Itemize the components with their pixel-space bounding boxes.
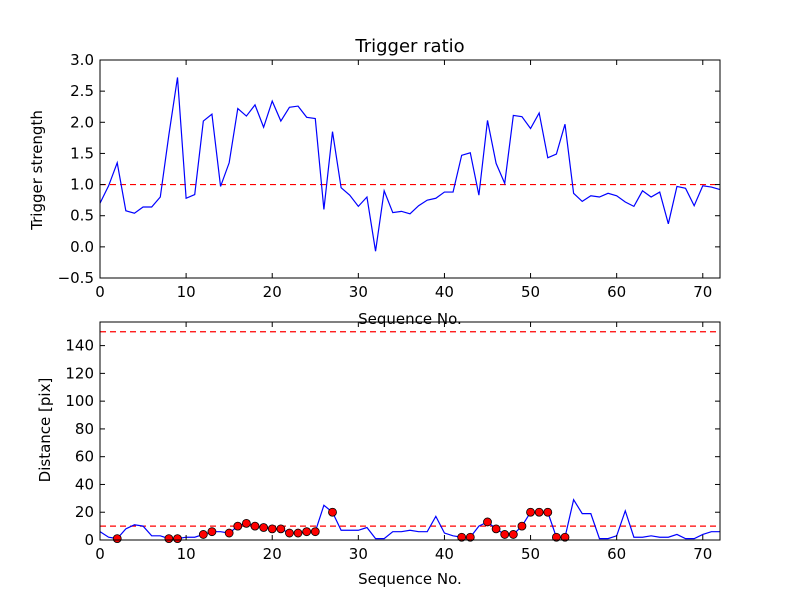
trigger-ratio-y-tick-label: 3.0 xyxy=(70,51,94,69)
trigger-ratio-x-tick-label: 0 xyxy=(95,283,105,301)
trigger-ratio-y-tick-label: −0.5 xyxy=(58,269,94,287)
trigger-ratio-x-tick-label: 30 xyxy=(349,283,368,301)
distance-marker-point xyxy=(328,507,337,517)
trigger-ratio-y-tick-label: 1.0 xyxy=(70,176,94,194)
trigger-ratio-y-tick-label: 2.0 xyxy=(70,113,94,131)
distance-marker-point xyxy=(517,521,527,531)
distance-marker-point xyxy=(224,528,234,538)
distance-marker-point xyxy=(112,534,122,544)
trigger-ratio-x-tick-label: 50 xyxy=(521,283,540,301)
trigger-ratio-plot-area: 0 10 20 30 40 50 60 70 −0.5 0.0 0.5 1.0 1.5 2.0 2.5 3.0 xyxy=(58,51,721,301)
trigger-ratio-axes-frame xyxy=(99,59,721,279)
distance-y-tick-label: 0 xyxy=(84,531,94,549)
trigger-ratio-title: Trigger ratio xyxy=(354,36,464,57)
distance-marker-point xyxy=(267,524,277,534)
distance-axes-frame xyxy=(99,321,721,541)
distance-marker-point xyxy=(173,534,182,544)
trigger-ratio-x-axis-label: Sequence No. xyxy=(358,310,462,328)
trigger-ratio-y-tick-label: 0.0 xyxy=(70,238,94,256)
distance-y-tick-label: 100 xyxy=(65,392,94,410)
distance-marker-point xyxy=(465,532,475,542)
distance-marker-point xyxy=(457,532,467,542)
distance-marker-point xyxy=(241,518,251,528)
trigger-ratio-x-tick-label: 70 xyxy=(693,283,712,301)
distance-marker-point xyxy=(551,532,561,542)
distance-x-tick-label: 0 xyxy=(95,545,105,563)
distance-y-axis-label: Distance [pix] xyxy=(36,378,54,483)
distance-y-tick-label: 80 xyxy=(75,420,94,438)
trigger-ratio-x-tick-label: 10 xyxy=(177,283,196,301)
trigger-ratio-y-tick-label: 2.5 xyxy=(70,82,94,100)
distance-marker-point xyxy=(534,507,544,517)
distance-x-tick-label: 30 xyxy=(349,545,368,563)
distance-y-tick-label: 120 xyxy=(65,364,94,382)
distance-marker-point xyxy=(164,534,174,544)
distance-marker-point xyxy=(310,527,320,537)
trigger-ratio-y-tick-label: 1.5 xyxy=(70,144,94,162)
trigger-ratio-x-tick-label: 60 xyxy=(607,283,626,301)
distance-marker-point xyxy=(250,521,260,531)
distance-x-tick-label: 70 xyxy=(693,545,712,563)
distance-marker-point xyxy=(560,532,570,542)
distance-marker-point xyxy=(483,517,492,527)
distance-x-tick-label: 60 xyxy=(607,545,626,563)
distance-x-tick-label: 40 xyxy=(435,545,454,563)
distance-marker-point xyxy=(526,507,535,517)
distance-marker-point xyxy=(233,521,243,531)
distance-y-tick-label: 140 xyxy=(65,337,94,355)
distance-x-axis-label: Sequence No. xyxy=(358,570,462,588)
trigger-ratio-y-axis-label: Trigger strength xyxy=(28,110,46,231)
trigger-ratio-y-tick-label: 0.5 xyxy=(70,207,94,225)
distance-series-line xyxy=(99,498,720,540)
distance-x-tick-label: 20 xyxy=(263,545,282,563)
trigger-ratio-panel: Trigger ratio Sequence No. Trigger stren… xyxy=(28,36,721,328)
distance-y-tick-label: 40 xyxy=(75,475,94,493)
distance-plot-area: 0 10 20 30 40 50 60 70 0 20 40 60 80 100 120 140 xyxy=(65,321,721,563)
distance-marker-point xyxy=(543,507,553,517)
distance-marker-point xyxy=(198,530,208,539)
distance-marker-point xyxy=(500,530,510,539)
distance-marker-point xyxy=(302,527,312,537)
distance-marker-point xyxy=(508,530,518,539)
distance-x-tick-label: 10 xyxy=(177,545,196,563)
distance-marker-point xyxy=(207,527,217,537)
distance-x-tick-label: 50 xyxy=(521,545,540,563)
distance-marker-point xyxy=(285,528,294,538)
distance-y-tick-label: 20 xyxy=(75,503,94,521)
distance-panel: Sequence No. Distance [pix] 0 10 20 30 40 50 6… xyxy=(36,321,721,588)
distance-marker-point xyxy=(259,523,269,532)
distance-marker-point xyxy=(276,524,286,534)
distance-marker-point xyxy=(293,528,303,538)
trigger-ratio-series-line xyxy=(99,77,721,252)
trigger-ratio-x-tick-label: 20 xyxy=(263,283,282,301)
trigger-ratio-x-tick-label: 40 xyxy=(435,283,454,301)
distance-marker-point xyxy=(491,524,501,534)
distance-y-tick-label: 60 xyxy=(75,448,94,466)
